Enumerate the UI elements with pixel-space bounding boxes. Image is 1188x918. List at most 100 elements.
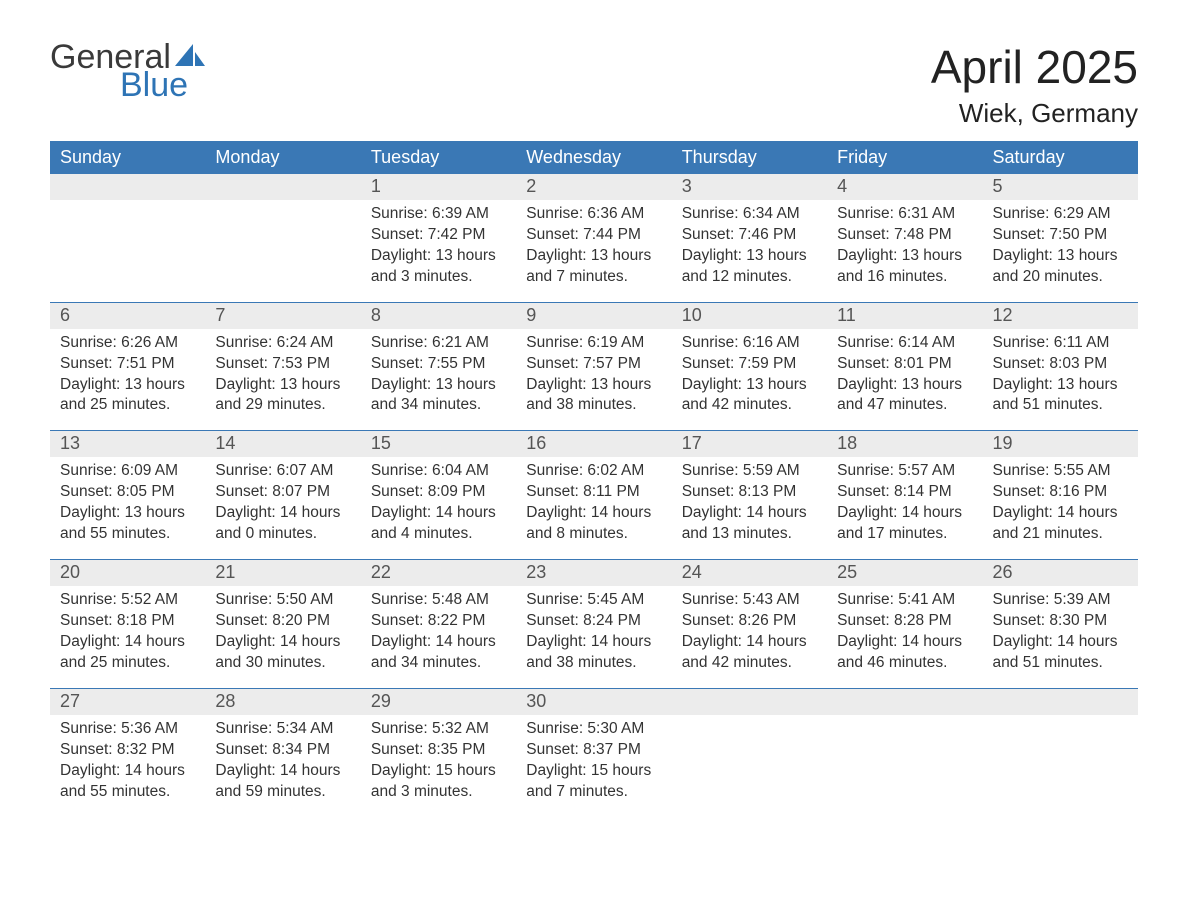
cell-body: Sunrise: 6:21 AMSunset: 7:55 PMDaylight:… bbox=[361, 329, 516, 431]
daylight1-text: Daylight: 14 hours bbox=[526, 632, 661, 653]
calendar-cell bbox=[827, 689, 982, 817]
calendar-cell: 4Sunrise: 6:31 AMSunset: 7:48 PMDaylight… bbox=[827, 174, 982, 302]
calendar-week: 6Sunrise: 6:26 AMSunset: 7:51 PMDaylight… bbox=[50, 302, 1138, 431]
header: General Blue April 2025 Wiek, Germany bbox=[50, 40, 1138, 129]
daylight2-text: and 38 minutes. bbox=[526, 395, 661, 416]
daylight2-text: and 0 minutes. bbox=[215, 524, 350, 545]
calendar-cell: 16Sunrise: 6:02 AMSunset: 8:11 PMDayligh… bbox=[516, 431, 671, 559]
sunset-text: Sunset: 7:46 PM bbox=[682, 225, 817, 246]
cell-body: Sunrise: 6:39 AMSunset: 7:42 PMDaylight:… bbox=[361, 200, 516, 302]
calendar-cell bbox=[983, 689, 1138, 817]
day-number: 26 bbox=[983, 560, 1138, 586]
daylight1-text: Daylight: 13 hours bbox=[526, 246, 661, 267]
sunrise-text: Sunrise: 6:26 AM bbox=[60, 333, 195, 354]
daylight2-text: and 51 minutes. bbox=[993, 653, 1128, 674]
sunset-text: Sunset: 8:37 PM bbox=[526, 740, 661, 761]
cell-body: Sunrise: 5:41 AMSunset: 8:28 PMDaylight:… bbox=[827, 586, 982, 688]
cell-body: Sunrise: 5:34 AMSunset: 8:34 PMDaylight:… bbox=[205, 715, 360, 817]
daylight1-text: Daylight: 13 hours bbox=[837, 246, 972, 267]
daylight1-text: Daylight: 13 hours bbox=[837, 375, 972, 396]
sunset-text: Sunset: 8:13 PM bbox=[682, 482, 817, 503]
daylight1-text: Daylight: 13 hours bbox=[60, 503, 195, 524]
calendar: Sunday Monday Tuesday Wednesday Thursday… bbox=[50, 141, 1138, 816]
daylight2-text: and 17 minutes. bbox=[837, 524, 972, 545]
sunset-text: Sunset: 7:50 PM bbox=[993, 225, 1128, 246]
day-number: 4 bbox=[827, 174, 982, 200]
cell-body bbox=[983, 715, 1138, 805]
day-number: 24 bbox=[672, 560, 827, 586]
sunset-text: Sunset: 7:48 PM bbox=[837, 225, 972, 246]
sunrise-text: Sunrise: 6:09 AM bbox=[60, 461, 195, 482]
day-number: 16 bbox=[516, 431, 671, 457]
calendar-cell: 7Sunrise: 6:24 AMSunset: 7:53 PMDaylight… bbox=[205, 303, 360, 431]
sunset-text: Sunset: 8:07 PM bbox=[215, 482, 350, 503]
day-number: 15 bbox=[361, 431, 516, 457]
daylight1-text: Daylight: 13 hours bbox=[993, 246, 1128, 267]
daylight2-text: and 3 minutes. bbox=[371, 267, 506, 288]
day-number: 10 bbox=[672, 303, 827, 329]
sunrise-text: Sunrise: 5:59 AM bbox=[682, 461, 817, 482]
cell-body: Sunrise: 6:02 AMSunset: 8:11 PMDaylight:… bbox=[516, 457, 671, 559]
day-number: 3 bbox=[672, 174, 827, 200]
daylight2-text: and 55 minutes. bbox=[60, 782, 195, 803]
calendar-cell: 17Sunrise: 5:59 AMSunset: 8:13 PMDayligh… bbox=[672, 431, 827, 559]
daylight2-text: and 46 minutes. bbox=[837, 653, 972, 674]
sunset-text: Sunset: 8:32 PM bbox=[60, 740, 195, 761]
daylight2-text: and 34 minutes. bbox=[371, 395, 506, 416]
cell-body: Sunrise: 6:36 AMSunset: 7:44 PMDaylight:… bbox=[516, 200, 671, 302]
calendar-cell: 6Sunrise: 6:26 AMSunset: 7:51 PMDaylight… bbox=[50, 303, 205, 431]
cell-body: Sunrise: 6:14 AMSunset: 8:01 PMDaylight:… bbox=[827, 329, 982, 431]
day-number bbox=[672, 689, 827, 715]
sunrise-text: Sunrise: 5:45 AM bbox=[526, 590, 661, 611]
sunset-text: Sunset: 8:26 PM bbox=[682, 611, 817, 632]
day-number: 11 bbox=[827, 303, 982, 329]
cell-body bbox=[205, 200, 360, 290]
daylight2-text: and 47 minutes. bbox=[837, 395, 972, 416]
cell-body: Sunrise: 5:55 AMSunset: 8:16 PMDaylight:… bbox=[983, 457, 1138, 559]
daylight2-text: and 38 minutes. bbox=[526, 653, 661, 674]
cell-body: Sunrise: 5:36 AMSunset: 8:32 PMDaylight:… bbox=[50, 715, 205, 817]
cell-body: Sunrise: 6:11 AMSunset: 8:03 PMDaylight:… bbox=[983, 329, 1138, 431]
cell-body: Sunrise: 5:32 AMSunset: 8:35 PMDaylight:… bbox=[361, 715, 516, 817]
calendar-cell: 27Sunrise: 5:36 AMSunset: 8:32 PMDayligh… bbox=[50, 689, 205, 817]
location-subtitle: Wiek, Germany bbox=[931, 98, 1138, 129]
sunset-text: Sunset: 7:53 PM bbox=[215, 354, 350, 375]
daylight1-text: Daylight: 13 hours bbox=[682, 246, 817, 267]
day-number bbox=[983, 689, 1138, 715]
weekday-header: Sunday bbox=[50, 141, 205, 174]
sunset-text: Sunset: 8:05 PM bbox=[60, 482, 195, 503]
daylight2-text: and 7 minutes. bbox=[526, 267, 661, 288]
daylight1-text: Daylight: 13 hours bbox=[526, 375, 661, 396]
daylight1-text: Daylight: 14 hours bbox=[60, 632, 195, 653]
title-block: April 2025 Wiek, Germany bbox=[931, 40, 1138, 129]
sunrise-text: Sunrise: 5:48 AM bbox=[371, 590, 506, 611]
sunrise-text: Sunrise: 5:34 AM bbox=[215, 719, 350, 740]
day-number: 17 bbox=[672, 431, 827, 457]
daylight1-text: Daylight: 14 hours bbox=[993, 632, 1128, 653]
daylight1-text: Daylight: 14 hours bbox=[215, 503, 350, 524]
logo-word-2: Blue bbox=[120, 68, 205, 102]
day-number: 6 bbox=[50, 303, 205, 329]
calendar-cell: 1Sunrise: 6:39 AMSunset: 7:42 PMDaylight… bbox=[361, 174, 516, 302]
sunrise-text: Sunrise: 5:57 AM bbox=[837, 461, 972, 482]
daylight1-text: Daylight: 14 hours bbox=[993, 503, 1128, 524]
day-number bbox=[205, 174, 360, 200]
sunrise-text: Sunrise: 6:36 AM bbox=[526, 204, 661, 225]
calendar-cell: 26Sunrise: 5:39 AMSunset: 8:30 PMDayligh… bbox=[983, 560, 1138, 688]
calendar-cell: 28Sunrise: 5:34 AMSunset: 8:34 PMDayligh… bbox=[205, 689, 360, 817]
sunset-text: Sunset: 7:44 PM bbox=[526, 225, 661, 246]
daylight2-text: and 59 minutes. bbox=[215, 782, 350, 803]
daylight2-text: and 30 minutes. bbox=[215, 653, 350, 674]
calendar-cell: 22Sunrise: 5:48 AMSunset: 8:22 PMDayligh… bbox=[361, 560, 516, 688]
weekday-header: Monday bbox=[205, 141, 360, 174]
calendar-cell: 21Sunrise: 5:50 AMSunset: 8:20 PMDayligh… bbox=[205, 560, 360, 688]
calendar-cell: 9Sunrise: 6:19 AMSunset: 7:57 PMDaylight… bbox=[516, 303, 671, 431]
day-number: 8 bbox=[361, 303, 516, 329]
cell-body bbox=[672, 715, 827, 805]
day-number: 22 bbox=[361, 560, 516, 586]
daylight2-text: and 13 minutes. bbox=[682, 524, 817, 545]
sunrise-text: Sunrise: 5:32 AM bbox=[371, 719, 506, 740]
calendar-cell: 29Sunrise: 5:32 AMSunset: 8:35 PMDayligh… bbox=[361, 689, 516, 817]
cell-body: Sunrise: 5:45 AMSunset: 8:24 PMDaylight:… bbox=[516, 586, 671, 688]
calendar-cell: 5Sunrise: 6:29 AMSunset: 7:50 PMDaylight… bbox=[983, 174, 1138, 302]
